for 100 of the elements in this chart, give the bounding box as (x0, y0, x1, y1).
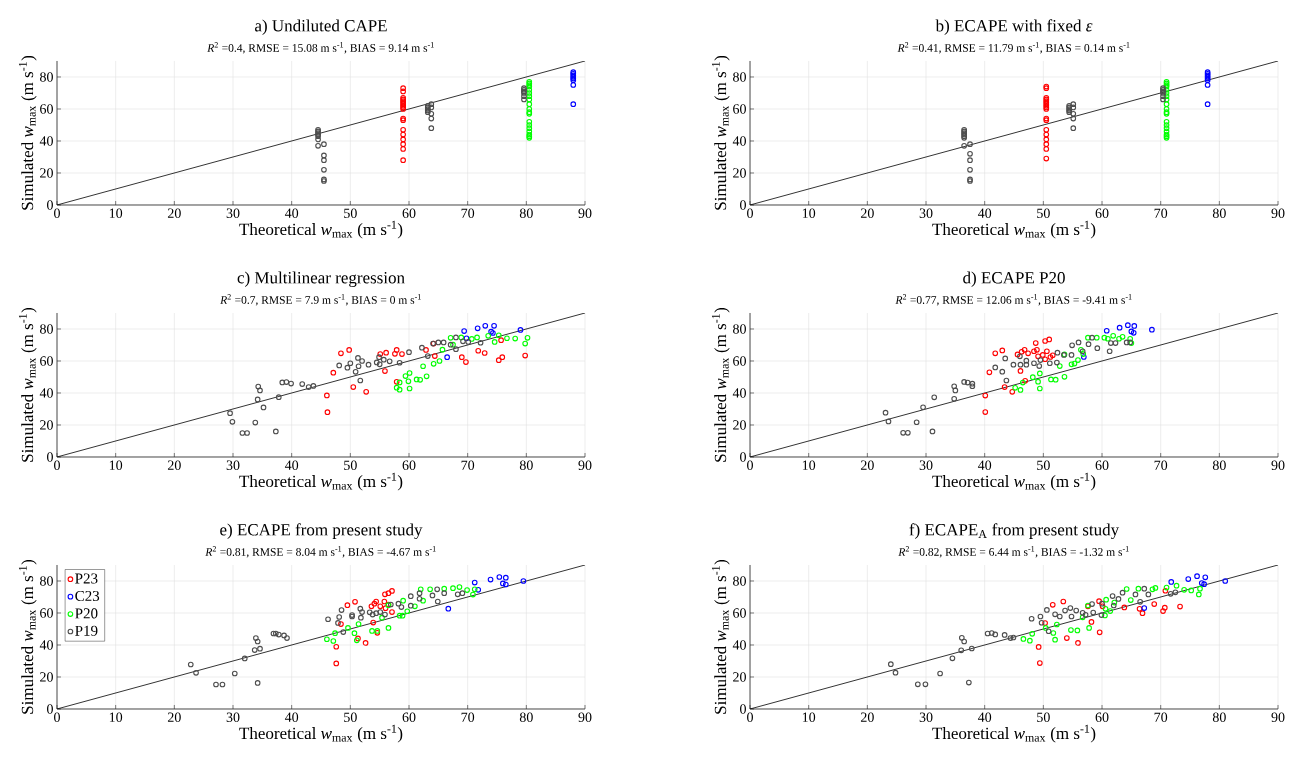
y-tick-label: 80 (733, 72, 746, 82)
x-tick-label: 60 (1095, 460, 1109, 470)
x-tick-label: 10 (109, 712, 123, 722)
y-tick-label: 60 (733, 608, 746, 618)
chart-title: c) Multilinear regression (237, 271, 405, 287)
x-tick-label: 30 (226, 460, 240, 470)
x-tick-label: 0 (747, 208, 753, 218)
y-tick-label: 20 (40, 420, 53, 430)
y-tick-label: 80 (733, 324, 746, 334)
x-tick-label: 0 (54, 208, 60, 218)
y-tick-label: 20 (733, 672, 746, 682)
x-tick-label: 50 (1037, 208, 1050, 218)
y-tick-label: 0 (740, 200, 746, 210)
x-tick-label: 70 (461, 460, 475, 470)
x-tick-label: 90 (1271, 712, 1285, 722)
y-tick-label: 20 (733, 168, 746, 178)
legend-label: P23 (75, 573, 98, 584)
y-tick-label: 20 (40, 672, 53, 682)
chart-title: a) Undiluted CAPE (255, 19, 387, 35)
x-tick-label: 80 (1212, 712, 1226, 722)
x-tick-label: 90 (578, 712, 592, 722)
y-tick-label: 0 (47, 704, 53, 714)
y-tick-label: 0 (740, 704, 746, 714)
y-tick-label: 60 (733, 104, 746, 114)
x-tick-label: 20 (860, 208, 874, 218)
chart-subtitle: R$^{2}$ =0.82, RMSE = 6.44 m s$^{-1}$, BIAS = -1.32 m s$^{-1}$ (898, 546, 1129, 558)
x-tick-label: 80 (519, 460, 533, 470)
chart-subtitle: R$^{2}$ =0.7, RMSE = 7.9 m s$^{-1}$, BIAS = 0 m s$^{-1}$ (220, 294, 421, 306)
x-tick-label: 50 (344, 460, 357, 470)
y-axis-title: Simulated w$_{max}$ (m s$^{-1}$) (18, 559, 37, 714)
chart-title: e) ECAPE from present study (220, 523, 423, 539)
x-axis-title: Theoretical w$_{max}$ (m s$^{-1}$) (239, 472, 403, 491)
x-tick-label: 50 (1037, 460, 1050, 470)
x-tick-label: 10 (802, 208, 816, 218)
y-tick-label: 40 (39, 388, 53, 398)
x-tick-label: 30 (919, 712, 933, 722)
x-tick-label: 10 (802, 460, 816, 470)
y-tick-label: 60 (40, 608, 53, 618)
y-tick-label: 60 (40, 104, 53, 114)
y-tick-label: 80 (40, 576, 53, 586)
x-tick-label: 60 (1095, 712, 1109, 722)
x-tick-label: 80 (1212, 460, 1226, 470)
x-axis-title: Theoretical w$_{max}$ (m s$^{-1}$) (932, 472, 1096, 491)
x-tick-label: 0 (54, 460, 60, 470)
x-tick-label: 90 (578, 460, 592, 470)
y-tick-label: 40 (732, 388, 746, 398)
x-tick-label: 80 (519, 208, 533, 218)
chart-subtitle: R$^{2}$ =0.4, RMSE = 15.08 m s$^{-1}$, BIAS = 9.14 m s$^{-1}$ (207, 42, 434, 54)
x-tick-label: 90 (578, 208, 592, 218)
x-tick-label: 50 (1037, 712, 1050, 722)
x-tick-label: 40 (284, 208, 299, 218)
chart-subtitle: R$^{2}$ =0.77, RMSE = 12.06 m s$^{-1}$, BIAS = -9.41 m s$^{-1}$ (895, 294, 1132, 306)
x-tick-label: 0 (747, 460, 753, 470)
y-tick-label: 0 (740, 452, 746, 462)
y-axis-title: Simulated w$_{max}$ (m s$^{-1}$) (18, 307, 37, 462)
y-tick-label: 20 (733, 420, 746, 430)
x-tick-label: 10 (109, 460, 123, 470)
legend-label: C23 (75, 590, 100, 601)
legend-label: P19 (75, 625, 98, 636)
x-tick-label: 20 (167, 712, 181, 722)
x-tick-label: 40 (977, 712, 992, 722)
y-tick-label: 40 (39, 640, 53, 650)
x-tick-label: 40 (977, 460, 992, 470)
x-tick-label: 90 (1271, 460, 1285, 470)
y-tick-label: 60 (733, 356, 746, 366)
x-tick-label: 10 (802, 712, 816, 722)
x-tick-label: 60 (402, 208, 416, 218)
x-tick-label: 30 (919, 208, 933, 218)
x-tick-label: 10 (109, 208, 123, 218)
y-tick-label: 80 (733, 576, 746, 586)
x-axis-title: Theoretical w$_{max}$ (m s$^{-1}$) (239, 220, 403, 239)
x-tick-label: 30 (226, 712, 240, 722)
x-tick-label: 20 (860, 460, 874, 470)
x-tick-label: 40 (284, 712, 299, 722)
y-tick-label: 80 (40, 72, 53, 82)
chart-title: f) ECAPE$_{A}$ from present study (909, 523, 1120, 539)
y-tick-label: 0 (47, 452, 53, 462)
y-tick-label: 40 (732, 136, 746, 146)
x-tick-label: 40 (284, 460, 299, 470)
x-tick-label: 90 (1271, 208, 1285, 218)
x-tick-label: 80 (1212, 208, 1226, 218)
y-tick-label: 60 (40, 356, 53, 366)
chart-title: b) ECAPE with fixed ε (935, 19, 1093, 35)
x-axis-title: Theoretical w$_{max}$ (m s$^{-1}$) (932, 220, 1096, 239)
chart-title: d) ECAPE P20 (963, 271, 1065, 287)
legend-label: P20 (75, 608, 98, 619)
chart-subtitle: R$^{2}$ =0.81, RMSE = 8.04 m s$^{-1}$, BIAS = -4.67 m s$^{-1}$ (205, 546, 436, 558)
x-tick-label: 70 (1154, 208, 1168, 218)
x-tick-label: 20 (167, 208, 181, 218)
y-tick-label: 20 (40, 168, 53, 178)
y-tick-label: 0 (47, 200, 53, 210)
x-tick-label: 0 (747, 712, 753, 722)
x-tick-label: 30 (226, 208, 240, 218)
x-axis-title: Theoretical w$_{max}$ (m s$^{-1}$) (239, 724, 403, 743)
x-tick-label: 20 (860, 712, 874, 722)
y-tick-label: 40 (732, 640, 746, 650)
x-tick-label: 70 (461, 208, 475, 218)
chart-subtitle: R$^{2}$ =0.41, RMSE = 11.79 m s$^{-1}$, BIAS = 0.14 m s$^{-1}$ (897, 42, 1130, 54)
x-tick-label: 60 (1095, 208, 1109, 218)
y-axis-title: Simulated w$_{max}$ (m s$^{-1}$) (711, 55, 730, 210)
